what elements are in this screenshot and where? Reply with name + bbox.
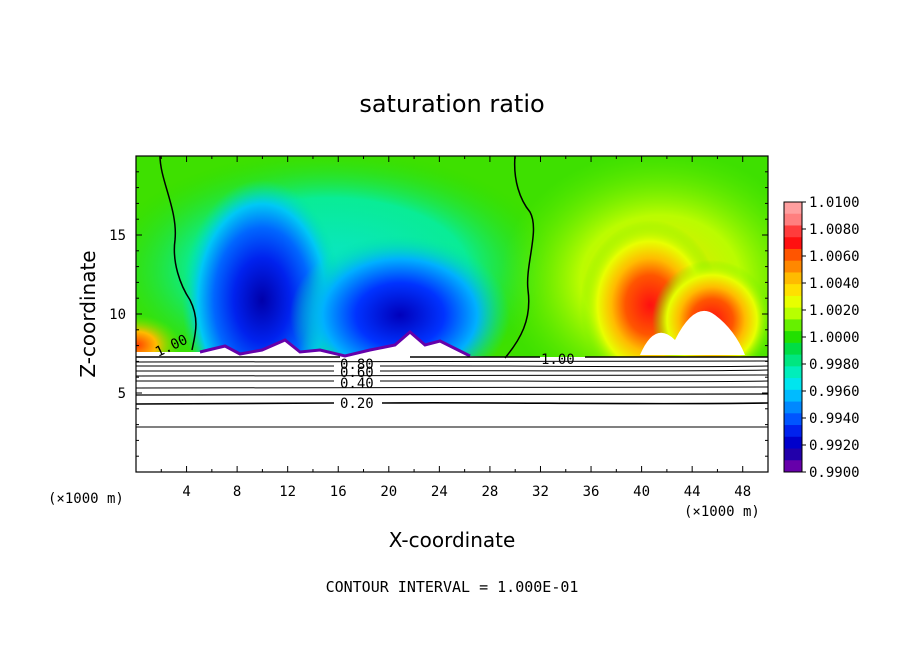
- x-tick-label: 44: [684, 484, 701, 500]
- contour-line-5: [136, 374, 768, 377]
- contour-line-8: [136, 393, 768, 396]
- colorbar-swatch: [784, 460, 802, 473]
- x-tick-label: 8: [233, 484, 241, 500]
- chart-title: saturation ratio: [359, 90, 544, 118]
- colorbar-swatch: [784, 413, 802, 426]
- contour-label-0-60: 0.60: [340, 365, 374, 381]
- x-tick-label: 48: [734, 484, 751, 500]
- contour-labels: 1.00 1.00 0.80 0.60 0.40 0.20: [153, 332, 575, 412]
- x-tick-label: 40: [633, 484, 650, 500]
- colorbar: 1.0100 1.0080 1.0060 1.0040 1.0020 1.0000 0.99…: [783, 195, 860, 481]
- colorbar-label: 0.9980: [809, 357, 860, 373]
- colorbar-swatch: [784, 436, 802, 450]
- colorbar-label: 0.9960: [809, 384, 860, 400]
- colorbar-swatch: [784, 389, 802, 403]
- colorbar-swatch: [784, 425, 802, 438]
- y-axis-label: Z-coordinate: [76, 250, 100, 377]
- contour-label-0-40: 0.40: [340, 376, 374, 392]
- y-tick-label: 15: [109, 228, 126, 244]
- x-tick-label: 20: [380, 484, 397, 500]
- colorbar-label: 1.0060: [809, 249, 860, 265]
- colorbar-label: 1.0080: [809, 222, 860, 238]
- x-tick-label: 24: [431, 484, 448, 500]
- colorbar-swatch: [784, 248, 802, 262]
- x-unit-left: (×1000 m): [48, 491, 124, 507]
- colorbar-swatch: [784, 284, 802, 297]
- colorbar-swatch: [784, 378, 802, 391]
- colorbar-swatch: [784, 331, 802, 344]
- contour-label-0-80: 0.80: [340, 357, 374, 373]
- colorbar-swatch: [784, 401, 802, 414]
- contour-line-10: [136, 426, 768, 428]
- contour-line-3: [136, 365, 768, 368]
- colorbar-swatch: [784, 295, 802, 309]
- colorbar-label: 1.0000: [809, 330, 860, 346]
- colorbar-label: 1.0100: [809, 195, 860, 211]
- contour-line-4: [136, 369, 768, 372]
- contour-line-6: [136, 380, 768, 383]
- plot-area: 1.00 1.00 0.80 0.60 0.40 0.20: [136, 156, 768, 472]
- colorbar-swatch: [784, 260, 802, 273]
- x-tick-label: 36: [583, 484, 600, 500]
- x-tick-label: 28: [481, 484, 498, 500]
- colorbar-label: 0.9900: [809, 465, 860, 481]
- colorbar-swatch: [784, 202, 802, 215]
- colorbar-swatch: [784, 272, 802, 285]
- white-gap-right: [640, 310, 745, 355]
- colorbar-swatches: [784, 202, 802, 473]
- x-axis-label: X-coordinate: [389, 528, 516, 552]
- x-axis-ticks: 4 8 12 16 20 24 28 32 36 40 44 48: [160, 156, 751, 500]
- colorbar-swatch: [784, 213, 802, 226]
- colorbar-label: 1.0040: [809, 276, 860, 292]
- x-tick-label: 16: [330, 484, 347, 500]
- colorbar-swatch: [784, 448, 802, 461]
- contour-label-0-20: 0.20: [340, 396, 374, 412]
- colorbar-swatch: [784, 319, 802, 332]
- colorbar-swatch: [784, 307, 802, 320]
- colorbar-swatch: [784, 237, 802, 250]
- y-axis-ticks: 5 10 15: [109, 171, 768, 457]
- contour-line-2: [136, 360, 768, 363]
- contour-interval-footer: CONTOUR INTERVAL = 1.000E-01: [326, 578, 579, 596]
- colorbar-label: 1.0020: [809, 303, 860, 319]
- colorbar-swatch: [784, 366, 802, 379]
- x-tick-label: 32: [532, 484, 549, 500]
- contour-1-00-middle: [504, 156, 535, 359]
- contour-label-1-00-right: 1.00: [541, 352, 575, 368]
- y-tick-label: 5: [118, 386, 126, 402]
- colorbar-label: 0.9920: [809, 438, 860, 454]
- x-tick-label: 4: [182, 484, 190, 500]
- colorbar-labels: 1.0100 1.0080 1.0060 1.0040 1.0020 1.0000 0.99…: [802, 195, 860, 481]
- y-tick-label: 10: [109, 307, 126, 323]
- x-tick-label: 12: [279, 484, 296, 500]
- colorbar-swatch: [784, 354, 802, 367]
- purple-fringe: [199, 330, 471, 358]
- contour-1-00-left: [159, 156, 197, 351]
- colorbar-label: 0.9940: [809, 411, 860, 427]
- contour-line-9: [136, 401, 768, 405]
- x-unit-right: (×1000 m): [684, 504, 760, 520]
- contour-line-7: [136, 386, 768, 389]
- colorbar-swatch: [784, 225, 802, 238]
- colorbar-swatch: [784, 342, 802, 356]
